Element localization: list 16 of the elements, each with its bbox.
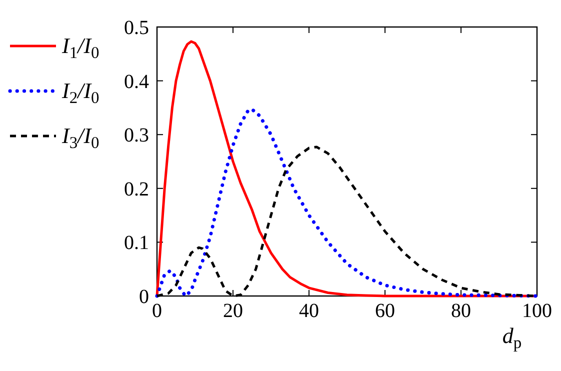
y-tick-label: 0.5 xyxy=(124,17,149,39)
x-tick-label: 100 xyxy=(522,300,552,322)
legend-label: I$_{1}$/I$_{0}$ xyxy=(61,33,100,62)
x-tick-label: 20 xyxy=(223,300,243,322)
x-tick-label: 40 xyxy=(299,300,319,322)
x-tick-label: 60 xyxy=(375,300,395,322)
y-tick-label: 0.3 xyxy=(124,124,149,147)
x-axis-title: d$_{p}$ xyxy=(502,323,522,352)
line-series xyxy=(155,108,539,298)
y-tick-label: 0.2 xyxy=(124,178,149,200)
y-tick-label: 0.1 xyxy=(124,232,149,254)
y-tick-label: 0 xyxy=(139,286,149,308)
x-tick-label: 80 xyxy=(451,300,471,322)
legend-label: I$_{3}$/I$_{0}$ xyxy=(61,123,100,152)
y-tick-label: 0.4 xyxy=(124,70,149,93)
legend-label: I$_{2}$/I$_{0}$ xyxy=(61,78,100,107)
